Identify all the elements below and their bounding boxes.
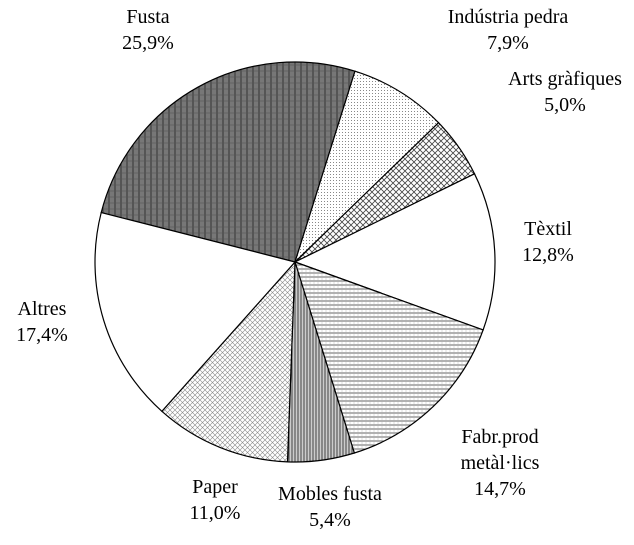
slice-name: Fusta	[126, 6, 170, 28]
slice-label: Fabr.prod metàl·lics 14,7%	[440, 424, 560, 502]
slice-label: Tèxtil 12,8%	[473, 216, 623, 268]
slice-label: Fusta 25,9%	[73, 4, 223, 56]
slice-value: 17,4%	[16, 324, 68, 346]
slice-value: 7,9%	[487, 32, 529, 54]
slice-label: Mobles fusta 5,4%	[255, 481, 405, 533]
slice-value: 5,4%	[309, 509, 351, 531]
slice-value: 14,7%	[474, 478, 526, 500]
slice-label: Indústria pedra 7,9%	[408, 4, 608, 56]
slice-name: Tèxtil	[524, 218, 572, 240]
pie-slice	[293, 173, 496, 331]
slice-label: Altres 17,4%	[0, 296, 92, 348]
slice-value: 11,0%	[189, 502, 241, 524]
slice-value: 25,9%	[122, 32, 174, 54]
pie-slice	[100, 61, 356, 263]
slice-name: Arts gràfiques	[508, 68, 622, 90]
slice-label: Arts gràfiques 5,0%	[480, 66, 634, 118]
slice-name: Paper	[192, 476, 238, 498]
slice-value: 12,8%	[522, 244, 574, 266]
pie-slice	[161, 260, 296, 463]
slice-name: Altres	[17, 298, 67, 320]
pie-slice	[294, 70, 440, 263]
pie-slice	[294, 261, 484, 454]
slice-name: Mobles fusta	[278, 483, 382, 505]
slice-name: Indústria pedra	[447, 6, 569, 28]
slice-value: 5,0%	[544, 94, 586, 116]
slice-label: Paper 11,0%	[155, 474, 275, 526]
pie-slice	[94, 211, 297, 413]
slice-name: Fabr.prod metàl·lics	[460, 426, 540, 474]
